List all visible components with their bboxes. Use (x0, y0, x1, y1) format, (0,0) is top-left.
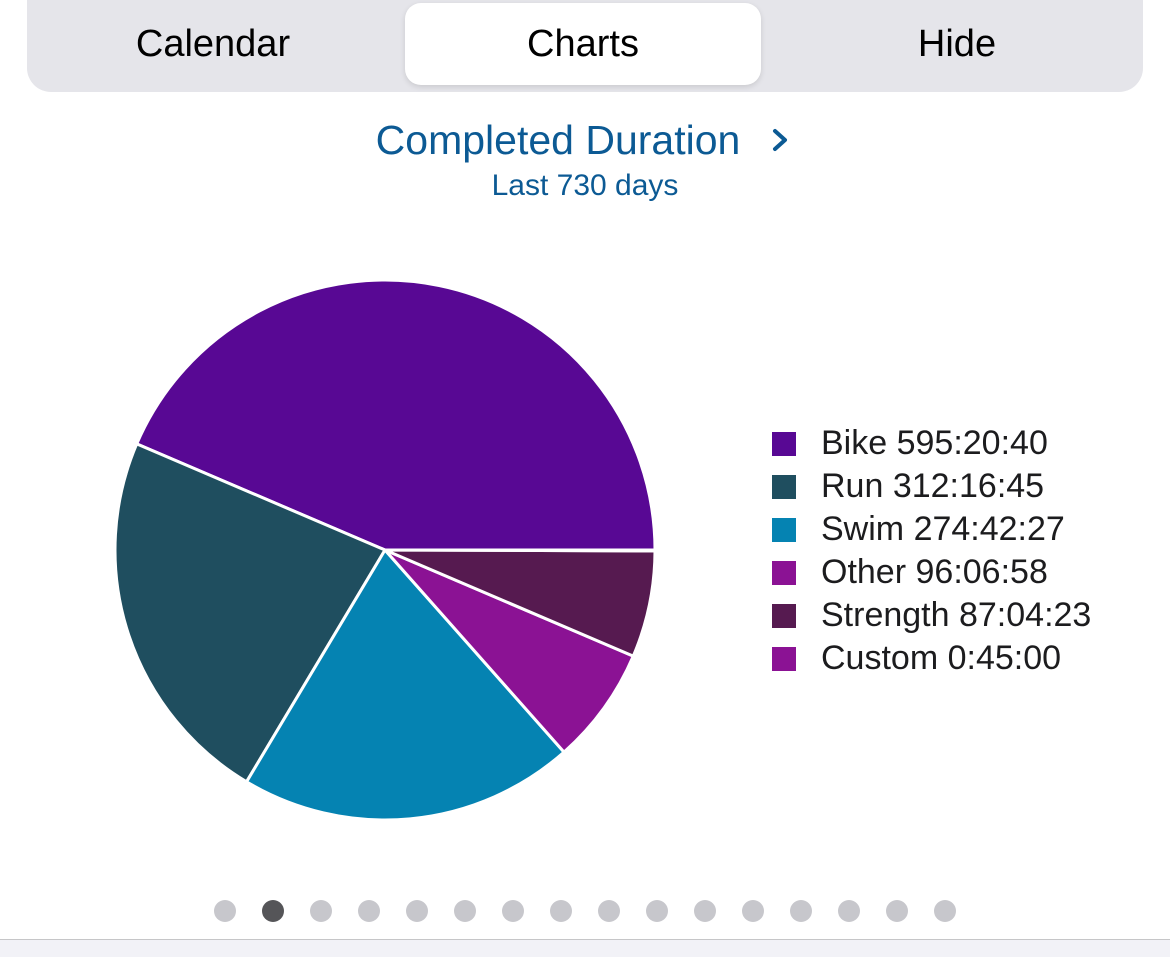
legend-item-custom: Custom 0:45:00 (772, 637, 1162, 680)
legend-label: Other 96:06:58 (821, 553, 1048, 592)
segment-calendar[interactable]: Calendar (135, 22, 291, 65)
chart-subtitle: Last 730 days (491, 169, 679, 202)
legend-series-name: Other (821, 553, 907, 591)
view-segmented-control: Calendar Charts Hide (27, 0, 1143, 92)
page-dot[interactable] (454, 900, 476, 922)
chart-title: Completed Duration (375, 117, 741, 163)
page-dot[interactable] (310, 900, 332, 922)
page-indicator (0, 900, 1170, 922)
pie-slice-run[interactable] (113, 442, 387, 784)
legend-swatch (772, 646, 796, 671)
legend-item-bike: Bike 595:20:40 (772, 422, 1162, 465)
legend-item-strength: Strength 87:04:23 (772, 594, 1162, 637)
legend-series-name: Run (821, 467, 884, 505)
legend-label: Swim 274:42:27 (821, 510, 1065, 549)
page-dot[interactable] (694, 900, 716, 922)
legend-series-value: 595:20:40 (896, 424, 1048, 462)
legend-series-value: 274:42:27 (913, 510, 1065, 548)
legend-item-other: Other 96:06:58 (772, 551, 1162, 594)
legend-item-run: Run 312:16:45 (772, 465, 1162, 508)
legend-series-name: Swim (821, 510, 905, 548)
page-dot[interactable] (598, 900, 620, 922)
page-dot[interactable] (838, 900, 860, 922)
page-dot[interactable] (742, 900, 764, 922)
chevron-right-icon (773, 129, 788, 151)
page-dot[interactable] (646, 900, 668, 922)
page-dot[interactable] (934, 900, 956, 922)
page-dot[interactable] (262, 900, 284, 922)
page-dot[interactable] (406, 900, 428, 922)
legend-swatch (772, 474, 796, 499)
legend-label: Run 312:16:45 (821, 467, 1044, 506)
legend-item-swim: Swim 274:42:27 (772, 508, 1162, 551)
legend-series-name: Custom (821, 639, 939, 677)
chart-title-link[interactable]: Completed Duration (376, 114, 795, 166)
legend-series-name: Bike (821, 424, 888, 462)
legend-series-name: Strength (821, 596, 950, 634)
legend-series-value: 0:45:00 (947, 639, 1062, 677)
pie-slice-other[interactable] (383, 548, 635, 754)
page-dot[interactable] (886, 900, 908, 922)
legend-swatch (772, 431, 796, 456)
legend-swatch (772, 560, 796, 585)
legend-label: Custom 0:45:00 (821, 639, 1061, 678)
legend-series-value: 96:06:58 (915, 553, 1048, 591)
segment-charts[interactable]: Charts (405, 3, 761, 85)
segment-hide[interactable]: Hide (917, 22, 997, 65)
page-dot[interactable] (550, 900, 572, 922)
page-dot[interactable] (502, 900, 524, 922)
chart-title-row: Completed Duration (0, 114, 1170, 166)
bottom-bar (0, 939, 1170, 957)
legend-swatch (772, 603, 796, 628)
pie-slice-bike[interactable] (135, 278, 657, 552)
legend-label: Bike 595:20:40 (821, 424, 1048, 463)
pie-slice-swim[interactable] (245, 548, 566, 822)
legend-swatch (772, 517, 796, 542)
legend-series-value: 312:16:45 (892, 467, 1045, 505)
page-dot[interactable] (790, 900, 812, 922)
page-dot[interactable] (358, 900, 380, 922)
pie-slice-custom[interactable] (383, 548, 657, 553)
chart-legend: Bike 595:20:40 Run 312:16:45 Swim 274:42:2… (772, 422, 1162, 680)
legend-label: Strength 87:04:23 (821, 596, 1091, 635)
legend-series-value: 87:04:23 (958, 596, 1092, 634)
duration-pie-chart (113, 278, 657, 822)
page-dot[interactable] (214, 900, 236, 922)
